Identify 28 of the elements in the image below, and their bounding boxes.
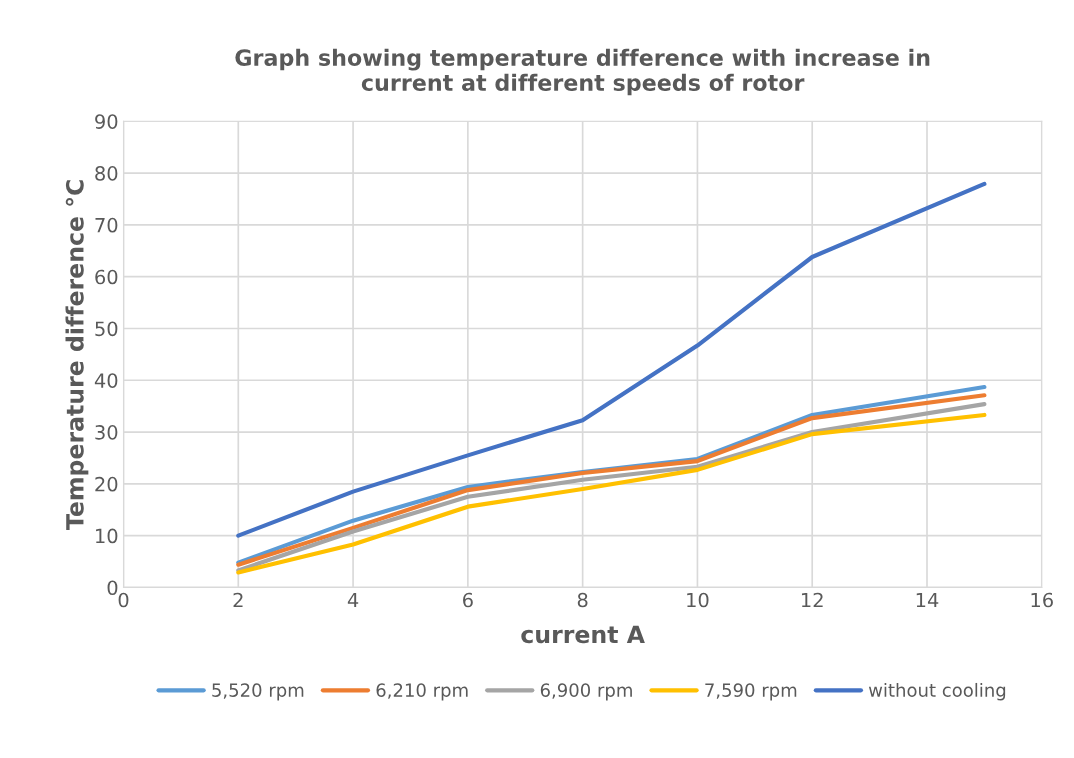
x-tick-label: 12 (801, 592, 823, 608)
legend-label: 6,210 rpm (376, 683, 468, 701)
y-tick-label: 0 (107, 580, 118, 596)
x-axis-title: current A (521, 625, 645, 644)
legend-label: 6,900 rpm (540, 683, 632, 701)
x-tick-label: 6 (463, 592, 473, 608)
x-tick-label: 8 (577, 592, 588, 608)
x-tick-label: 2 (233, 592, 243, 608)
y-tick-label: 10 (96, 528, 118, 544)
y-tick-label: 30 (95, 425, 118, 440)
x-tick-label: 4 (347, 592, 359, 608)
y-tick-label: 60 (95, 269, 118, 285)
y-tick-label: 40 (94, 373, 118, 388)
legend-label: 7,590 rpm (705, 683, 797, 701)
y-tick-label: 20 (95, 476, 118, 492)
y-tick-label: 50 (95, 321, 118, 337)
legend-label: without cooling (868, 682, 1006, 701)
y-tick-label: 90 (95, 114, 118, 129)
x-tick-label: 10 (687, 592, 709, 608)
line-series (236, 181, 987, 538)
x-tick-label: 16 (1031, 592, 1053, 608)
chart-title: Graph showing temperature difference with increase in current at different speeds of rotor (235, 48, 930, 96)
y-axis-title: Temperature difference °C (65, 180, 89, 530)
legend-label: 5,520 rpm (212, 683, 304, 701)
y-tick-label: 80 (95, 166, 118, 181)
y-tick-label: 70 (95, 217, 118, 233)
x-tick-label: 0 (118, 592, 129, 608)
x-tick-label: 14 (916, 592, 939, 608)
